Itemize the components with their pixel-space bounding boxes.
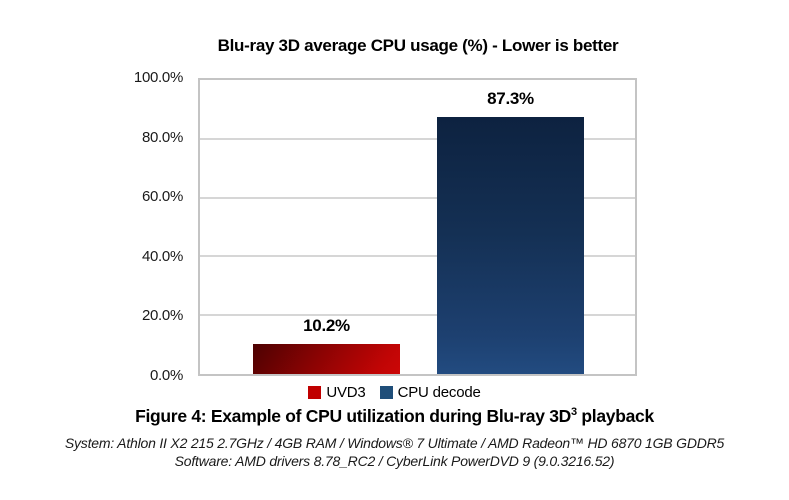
y-axis-tick-label: 0.0% <box>150 367 183 384</box>
legend-item-uvd3: UVD3 <box>308 384 366 401</box>
gridline-20pct <box>200 314 635 317</box>
bar-value-label-cpu-decode: 87.3% <box>487 89 534 109</box>
y-axis-tick-label: 100.0% <box>133 69 183 86</box>
figure-caption-text: Figure 4: Example of CPU utilization dur… <box>135 406 572 426</box>
uvd3-legend-label: UVD3 <box>326 384 366 401</box>
y-axis-tick-label: 20.0% <box>141 307 183 325</box>
system-spec-line: System: Athlon II X2 215 2.7GHz / 4GB RA… <box>64 435 725 451</box>
y-axis: 100.0% 80.0% 60.0% 40.0% 20.0% 0.0% <box>0 69 188 384</box>
plot-area: 10.2% 87.3% <box>198 78 637 376</box>
bar-cpu-decode <box>437 117 584 374</box>
chart-title: Blu-ray 3D average CPU usage (%) - Lower… <box>217 36 619 55</box>
legend-item-cpu-decode: CPU decode <box>379 384 481 401</box>
gridline-60pct <box>200 196 635 199</box>
y-axis-tick-label: 60.0% <box>141 188 183 206</box>
bar-value-label-uvd3: 10.2% <box>303 316 350 336</box>
y-axis-tick-label: 80.0% <box>141 128 183 146</box>
figure-caption: Figure 4: Example of CPU utilization dur… <box>0 406 789 427</box>
gridline-80pct <box>200 137 635 140</box>
chart-legend: UVD3 CPU decode <box>0 384 789 401</box>
cpu-decode-legend-swatch-icon <box>379 386 393 399</box>
bar-uvd3 <box>253 344 400 374</box>
figure-caption-footnote-marker: 3 <box>571 406 577 419</box>
gridline-40pct <box>200 255 635 258</box>
software-spec-line: Software: AMD drivers 8.78_RC2 / CyberLi… <box>174 453 615 469</box>
cpu-decode-legend-label: CPU decode <box>397 384 481 401</box>
y-axis-tick-label: 40.0% <box>141 247 183 265</box>
figure-caption-suffix: playback <box>576 406 654 426</box>
uvd3-legend-swatch-icon <box>308 386 322 399</box>
